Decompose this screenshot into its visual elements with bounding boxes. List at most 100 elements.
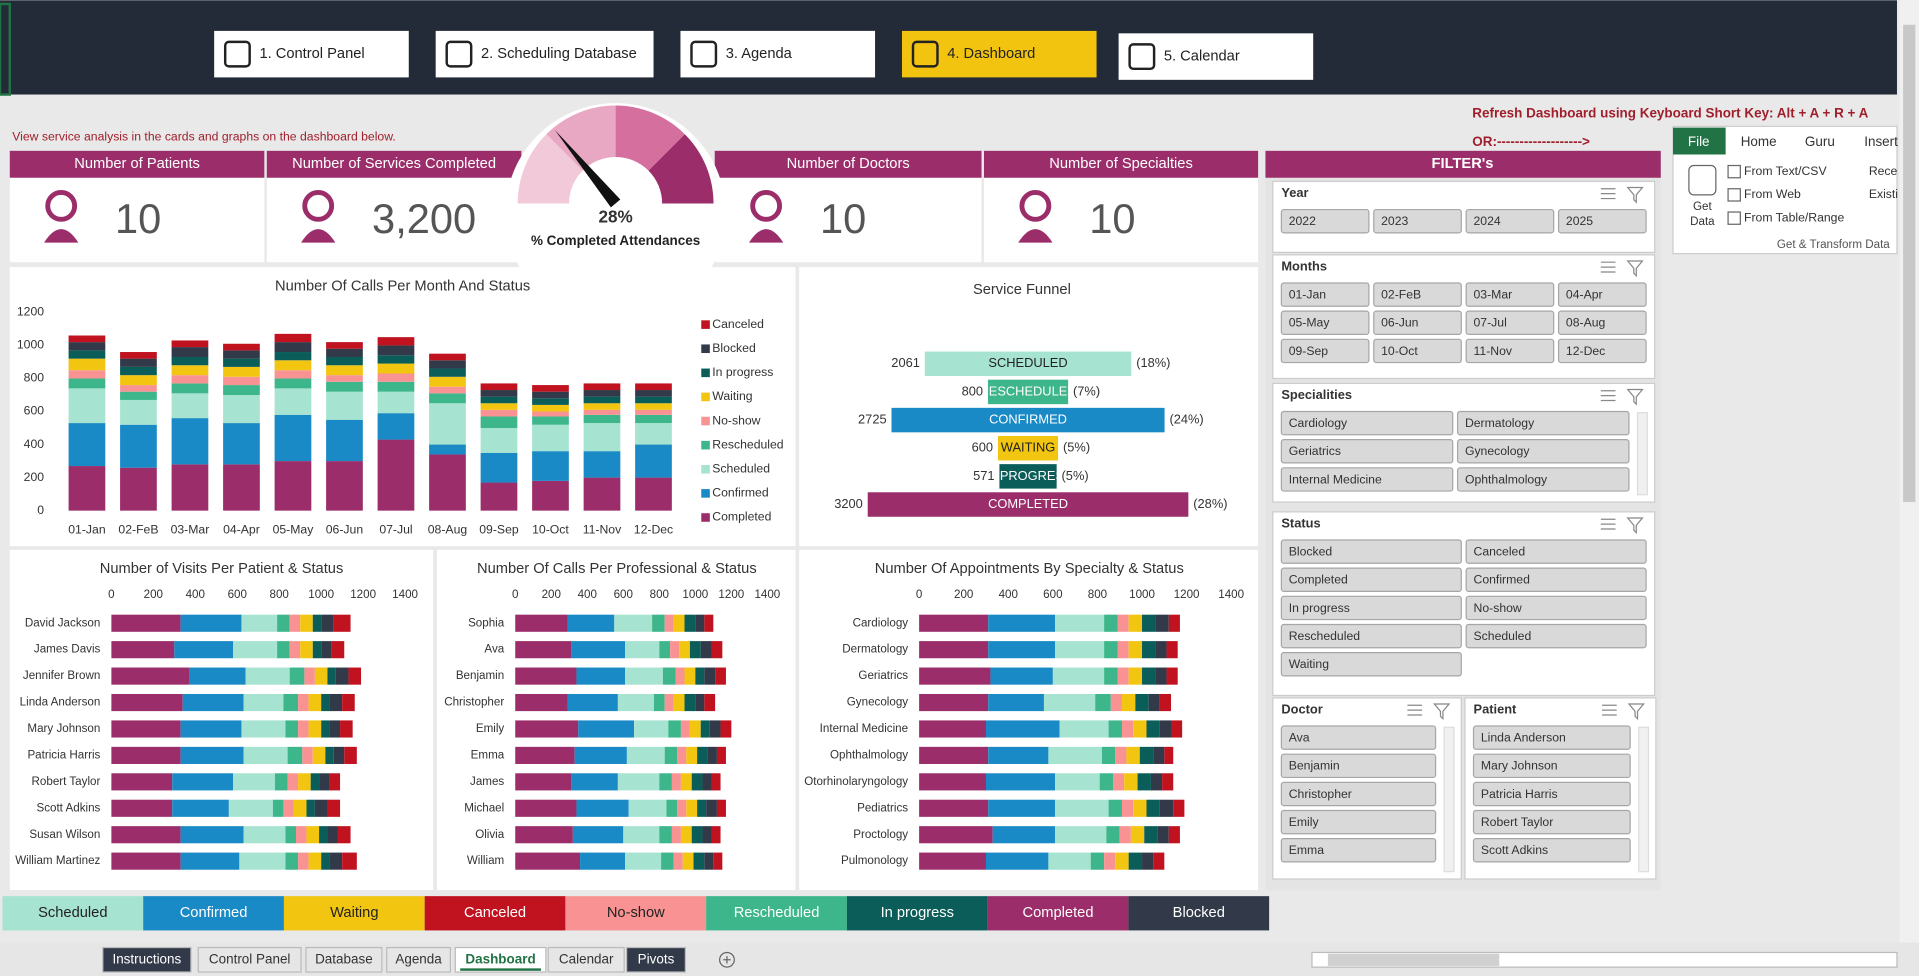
slicer-item[interactable] — [1373, 208, 1462, 234]
bar-segment — [635, 414, 672, 424]
nav-button[interactable] — [1118, 33, 1314, 80]
bar-segment: Completed — [919, 799, 989, 817]
sheet-tab[interactable] — [626, 946, 686, 973]
bar-segment: Rescheduled — [285, 852, 299, 870]
bar-segment: Blocked — [1159, 799, 1174, 817]
nav-button[interactable] — [214, 30, 409, 78]
slicer-item[interactable] — [1557, 310, 1647, 336]
y-tick-label: Olivia — [475, 828, 505, 841]
ribbon-button: Get — [1693, 200, 1712, 213]
slicer-item[interactable] — [1373, 338, 1462, 364]
sheet-tab[interactable] — [197, 946, 302, 973]
slicer-item[interactable] — [1472, 725, 1631, 750]
slicer-item[interactable] — [1280, 651, 1462, 677]
slicer-item[interactable] — [1373, 310, 1462, 336]
bar-segment: Canceled — [716, 746, 726, 764]
sheet-tab[interactable] — [102, 946, 192, 973]
slicer-item-label: Scott Adkins — [1481, 843, 1548, 857]
y-tick-label: Robert Taylor — [32, 775, 101, 788]
bar-segment: Completed — [515, 826, 573, 844]
slicer-item[interactable] — [1472, 809, 1631, 835]
slicer-item[interactable] — [1465, 282, 1555, 307]
slicer-item[interactable] — [1280, 595, 1462, 621]
bar-segment: Completed — [111, 641, 175, 659]
nav-button[interactable] — [680, 30, 876, 78]
sheet-tab[interactable] — [386, 946, 451, 973]
slicer-icons[interactable] — [1600, 388, 1644, 406]
slicer-item-label: 08-Aug — [1566, 316, 1606, 330]
slicer-item[interactable] — [1465, 595, 1647, 621]
slicer-item[interactable] — [1472, 838, 1631, 863]
slicer-item[interactable] — [1557, 208, 1647, 234]
slicer-item[interactable] — [1465, 567, 1647, 593]
bar-segment — [223, 385, 260, 395]
slicer-item[interactable] — [1280, 467, 1454, 492]
bar-segment: Rescheduled — [659, 641, 671, 659]
sheet-tab[interactable] — [305, 946, 383, 973]
slicer-item[interactable] — [1557, 282, 1647, 307]
bar-segment — [326, 391, 363, 420]
bar-segment — [120, 352, 157, 359]
bar-segment — [480, 482, 518, 511]
slicer-icons[interactable] — [1600, 517, 1644, 535]
nav-button[interactable] — [901, 30, 1097, 78]
slicer-item[interactable] — [1472, 753, 1631, 779]
bar-segment: In progress — [312, 614, 322, 632]
ribbon-file-tab[interactable] — [1673, 127, 1726, 155]
bar-segment: Waiting — [298, 773, 311, 791]
slicer-item[interactable] — [1465, 310, 1555, 336]
bar-segment — [635, 390, 672, 397]
slicer-item[interactable] — [1280, 539, 1462, 564]
slicer-item[interactable] — [1465, 623, 1647, 649]
bar-segment: Rescheduled — [287, 746, 303, 764]
bar-segment: Rescheduled — [275, 773, 288, 791]
bar-segment: In progress — [1142, 641, 1156, 659]
bar-segment — [377, 413, 415, 440]
slicer-icons[interactable] — [1600, 260, 1644, 278]
bar-segment: Completed — [919, 826, 993, 844]
slicer-item[interactable] — [1465, 338, 1555, 364]
y-tick-label: Internal Medicine — [820, 722, 908, 735]
slicer-item[interactable] — [1280, 623, 1462, 649]
slicer-icons[interactable] — [1407, 703, 1451, 721]
slicer-item[interactable] — [1280, 567, 1462, 593]
funnel-percent: (18%) — [1136, 355, 1170, 370]
bar-segment: Scheduled — [243, 826, 286, 844]
bar-segment — [635, 477, 672, 511]
slicer-item[interactable] — [1472, 781, 1631, 807]
sheet-tab[interactable] — [454, 946, 547, 973]
bar-segment: No-show — [664, 614, 674, 632]
bar-segment — [171, 340, 209, 348]
bar-segment — [429, 376, 466, 387]
funnel-bar — [891, 407, 1165, 433]
sheet-tab[interactable] — [547, 946, 625, 973]
slicer-item[interactable] — [1465, 208, 1555, 234]
slicer-item[interactable] — [1280, 838, 1437, 863]
slicer-item[interactable] — [1557, 338, 1647, 364]
slicer-item[interactable] — [1465, 539, 1647, 564]
bar-segment: No-show — [677, 746, 687, 764]
slicer-item[interactable] — [1456, 410, 1630, 436]
slicer-item[interactable] — [1280, 208, 1370, 234]
slicer-item[interactable] — [1373, 282, 1462, 307]
slicer-item[interactable] — [1280, 310, 1370, 336]
slicer-item[interactable] — [1280, 410, 1454, 436]
slicer-item[interactable] — [1456, 439, 1630, 464]
status-cell — [143, 896, 284, 931]
slicer-icons[interactable] — [1602, 703, 1645, 721]
slicer-item[interactable] — [1280, 809, 1437, 835]
slicer-icons[interactable] — [1600, 186, 1644, 204]
slicer-item[interactable] — [1280, 753, 1437, 779]
slicer-item[interactable] — [1456, 467, 1630, 492]
slicer-item[interactable] — [1280, 781, 1437, 807]
ribbon-tab: Home — [1741, 134, 1777, 149]
bar-segment: Rescheduled — [1099, 773, 1114, 791]
funnel-percent: (5%) — [1063, 440, 1090, 455]
ribbon-button: Existi — [1869, 187, 1898, 201]
slicer-item[interactable] — [1280, 725, 1437, 750]
slicer-item[interactable] — [1280, 282, 1370, 307]
slicer-item[interactable] — [1280, 338, 1370, 364]
bar-segment: Completed — [111, 746, 181, 764]
slicer-item[interactable] — [1280, 439, 1454, 464]
add-sheet[interactable] — [719, 951, 735, 968]
